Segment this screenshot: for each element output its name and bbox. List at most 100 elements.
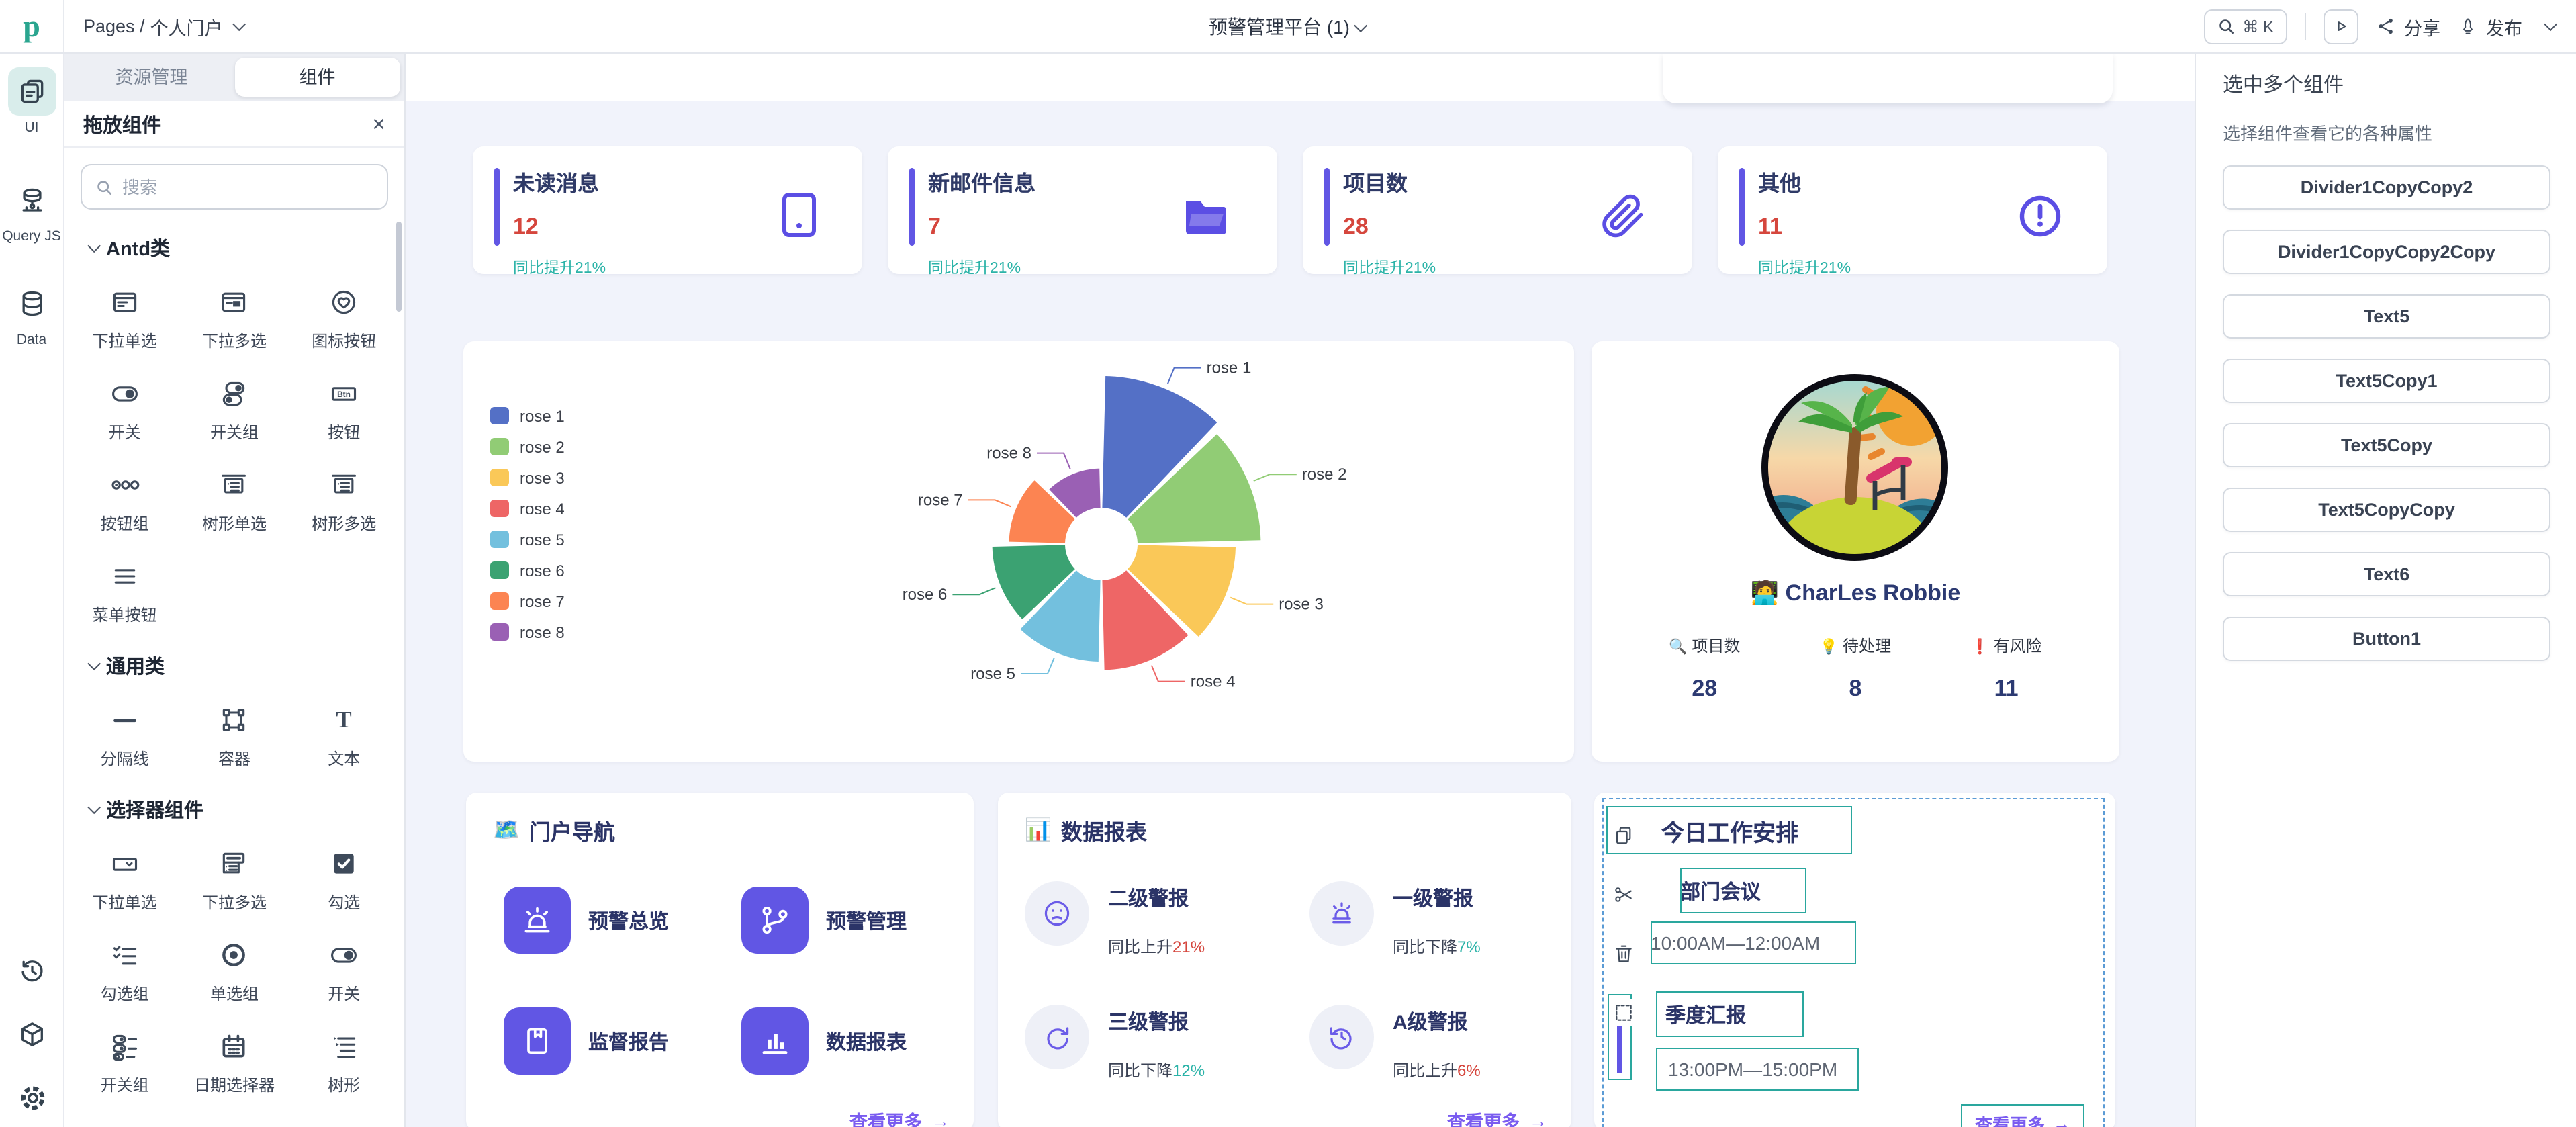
component-button[interactable]: Divider1CopyCopy2Copy	[2223, 230, 2550, 274]
palette-item[interactable]: 分隔线	[70, 690, 179, 782]
search-input[interactable]	[122, 177, 351, 197]
palette-item[interactable]: 下拉多选	[179, 273, 289, 364]
rail-item-data[interactable]: Data	[0, 279, 63, 348]
app-logo[interactable]: p	[0, 0, 64, 52]
app-title-dropdown[interactable]: 预警管理平台 (1)	[1209, 13, 1368, 40]
legend-item[interactable]: rose 3	[490, 462, 565, 493]
rose-sector[interactable]	[1102, 376, 1217, 518]
legend-item[interactable]: rose 8	[490, 617, 565, 647]
see-more-link[interactable]: 查看更多 →	[1447, 1107, 1547, 1127]
stat-card-projects[interactable]: 项目数 28 同比提升21%	[1303, 146, 1692, 277]
schedule-item-time-box[interactable]: 13:00PM—15:00PM	[1656, 1048, 1859, 1091]
see-more-link[interactable]: 查看更多 →	[849, 1107, 950, 1127]
package-button[interactable]	[17, 1020, 47, 1049]
nav-item-report[interactable]: 监督报告	[504, 1007, 669, 1075]
palette-item[interactable]: 日期选择器	[179, 1017, 289, 1108]
rose-sector[interactable]	[1049, 468, 1101, 518]
palette-item[interactable]: 容器	[179, 690, 289, 782]
schedule-more-box[interactable]: 查看更多 →	[1961, 1104, 2084, 1127]
legend-item[interactable]: rose 1	[490, 400, 565, 431]
run-button[interactable]	[2324, 9, 2358, 44]
report-item-levelA[interactable]: A级警报 同比上升6%	[1309, 1005, 1481, 1081]
nav-item-data-report[interactable]: 数据报表	[741, 1007, 907, 1075]
scrolled-widget-edge[interactable]	[1663, 54, 2113, 103]
omnibar-search-button[interactable]: ⌘ K	[2203, 9, 2287, 44]
palette-item[interactable]: 开关	[70, 364, 179, 455]
schedule-item-name-box[interactable]: 季度汇报	[1656, 991, 1804, 1037]
nav-item-alert-manage[interactable]: 预警管理	[741, 887, 907, 954]
palette-item[interactable]: 按钮组	[70, 455, 179, 547]
component-button[interactable]: Button1	[2223, 617, 2550, 661]
rose-sector[interactable]	[1020, 570, 1101, 662]
tab-components[interactable]: 组件	[234, 58, 400, 97]
legend-item[interactable]: rose 5	[490, 524, 565, 555]
palette-item[interactable]: 树形多选	[289, 455, 399, 547]
rose-sector[interactable]	[1128, 545, 1236, 637]
chevron-down-icon[interactable]	[87, 239, 101, 253]
rose-sector[interactable]	[1009, 480, 1075, 543]
delete-button[interactable]	[1610, 940, 1637, 967]
marquee-select-button[interactable]	[1610, 999, 1637, 1026]
component-button[interactable]: Text5Copy1	[2223, 359, 2550, 403]
component-button[interactable]: Text6	[2223, 552, 2550, 596]
palette-item[interactable]: 开关组	[70, 1017, 179, 1108]
component-button[interactable]: Text5CopyCopy	[2223, 488, 2550, 532]
palette-item[interactable]: 树形单选	[179, 455, 289, 547]
legend-item[interactable]: rose 7	[490, 586, 565, 617]
nav-item-alert-overview[interactable]: 预警总览	[504, 887, 669, 954]
palette-item[interactable]: 下拉单选	[70, 834, 179, 926]
breadcrumb[interactable]: Pages / 个人门户	[83, 13, 246, 40]
history-button[interactable]	[17, 956, 47, 986]
see-more-link[interactable]: 查看更多 →	[1962, 1110, 2083, 1127]
tab-resources[interactable]: 资源管理	[115, 67, 188, 87]
publish-options-chevron-icon[interactable]	[2544, 17, 2558, 32]
selection-outline	[1602, 798, 2105, 1127]
rose-chart-card[interactable]: rose 1 rose 2 rose 3 rose 4 rose 5 rose …	[463, 341, 1574, 762]
scrollbar[interactable]	[396, 222, 402, 312]
report-item-level3[interactable]: 三级警报 同比下降12%	[1025, 1005, 1205, 1081]
rose-sector[interactable]	[992, 545, 1075, 619]
settings-button[interactable]	[17, 1083, 48, 1114]
palette-item[interactable]: 树形	[289, 1017, 399, 1108]
schedule-title-box[interactable]: 今日工作安排	[1606, 806, 1852, 854]
component-button[interactable]: Text5	[2223, 294, 2550, 339]
chevron-down-icon[interactable]	[87, 801, 101, 815]
stat-card-mail[interactable]: 新邮件信息 7 同比提升21%	[888, 146, 1277, 277]
stat-card-unread[interactable]: 未读消息 12 同比提升21%	[473, 146, 862, 277]
data-report-card[interactable]: 📊 数据报表 二级警报 同比上升21% 一级警报 同比下降7% 三级警报 同比下降…	[998, 793, 1571, 1127]
palette-item[interactable]: 开关	[289, 926, 399, 1017]
copy-button[interactable]	[1610, 822, 1637, 849]
palette-item[interactable]: 勾选	[289, 834, 399, 926]
palette-item[interactable]: 勾选组	[70, 926, 179, 1017]
rose-sector[interactable]	[1102, 570, 1189, 670]
report-item-level2[interactable]: 二级警报 同比上升21%	[1025, 881, 1205, 958]
component-button[interactable]: Divider1CopyCopy2	[2223, 165, 2550, 210]
rose-sector[interactable]	[1128, 434, 1261, 543]
legend-item[interactable]: rose 6	[490, 555, 565, 586]
rail-item-query-js[interactable]: Query JS	[0, 176, 63, 244]
stat-card-other[interactable]: 其他 11 同比提升21%	[1718, 146, 2107, 277]
component-button[interactable]: Text5Copy	[2223, 423, 2550, 467]
publish-button[interactable]: 发布	[2458, 13, 2522, 40]
palette-item[interactable]: Btn 按钮	[289, 364, 399, 455]
close-icon[interactable]: ×	[372, 111, 385, 136]
palette-item[interactable]: 下拉多选	[179, 834, 289, 926]
palette-item[interactable]: 图标按钮	[289, 273, 399, 364]
legend-item[interactable]: rose 2	[490, 431, 565, 462]
schedule-card[interactable]: 今日工作安排 部门会议 10:00AM—12:00AM 季度汇报 13:00PM…	[1594, 793, 2115, 1127]
palette-item[interactable]: T 文本	[289, 690, 399, 782]
schedule-item-time-box[interactable]: 10:00AM—12:00AM	[1651, 921, 1856, 964]
profile-card[interactable]: 🧑‍💻 CharLes Robbie 🔍 项目数 28 💡 待处理 8 ❗ 有风…	[1592, 341, 2119, 762]
share-button[interactable]: 分享	[2376, 13, 2440, 40]
portal-nav-card[interactable]: 🗺️ 门户导航 预警总览 预警管理 监督报告 数据报表 查看更多 →	[466, 793, 974, 1127]
cut-button[interactable]	[1610, 881, 1637, 908]
report-item-level1[interactable]: 一级警报 同比下降7%	[1309, 881, 1481, 958]
rail-item-ui[interactable]: UI	[0, 67, 63, 136]
chevron-down-icon[interactable]	[87, 657, 101, 671]
palette-item[interactable]: 单选组	[179, 926, 289, 1017]
palette-item[interactable]: 下拉单选	[70, 273, 179, 364]
legend-item[interactable]: rose 4	[490, 493, 565, 524]
palette-item[interactable]: 开关组	[179, 364, 289, 455]
palette-item[interactable]: 菜单按钮	[70, 547, 179, 638]
schedule-item-name-box[interactable]: 部门会议	[1680, 868, 1806, 913]
